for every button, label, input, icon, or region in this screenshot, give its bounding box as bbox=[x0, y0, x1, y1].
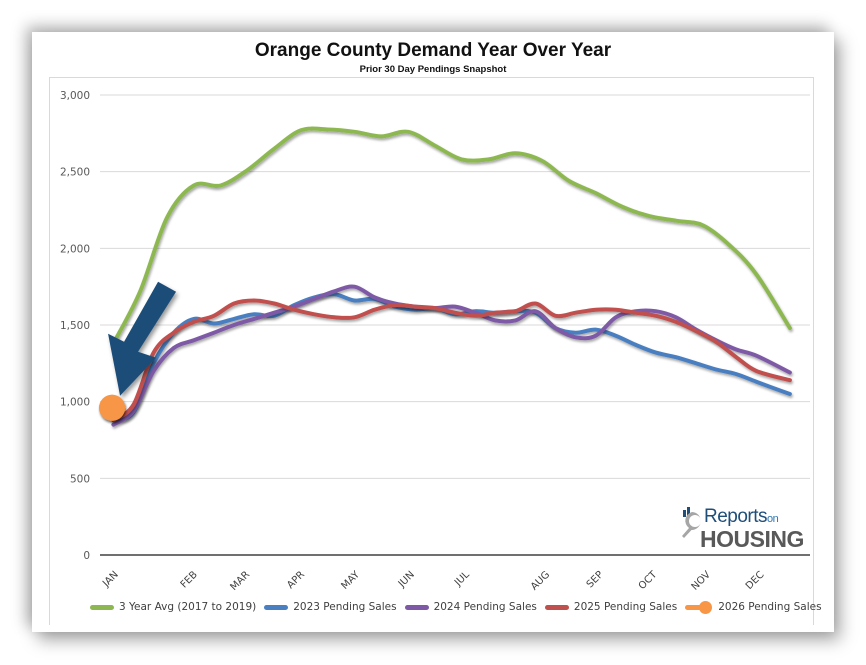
y-tick-label: 1,500 bbox=[60, 320, 90, 332]
y-tick-label: 3,000 bbox=[60, 90, 90, 102]
legend-label: 2024 Pending Sales bbox=[433, 601, 537, 613]
legend-swatch-orange bbox=[685, 600, 713, 614]
x-tick-label: FEB bbox=[179, 569, 200, 590]
data-point-2026-highlight bbox=[99, 394, 126, 421]
y-tick-label: 2,500 bbox=[60, 167, 90, 179]
legend-label: 2023 Pending Sales bbox=[293, 601, 397, 613]
x-tick-label: JUL bbox=[452, 569, 472, 589]
legend-item-3yr-avg[interactable]: 3 Year Avg (2017 to 2019) bbox=[90, 601, 256, 613]
series-line-2024-pending-sales bbox=[111, 284, 792, 427]
y-tick-label: 1,000 bbox=[60, 397, 90, 409]
legend-label: 3 Year Avg (2017 to 2019) bbox=[119, 601, 257, 613]
magnifier-chart-icon bbox=[682, 507, 701, 538]
x-tick-label: MAR bbox=[228, 569, 252, 593]
x-tick-label: SEP bbox=[585, 569, 606, 590]
legend-item-2025[interactable]: 2025 Pending Sales bbox=[544, 601, 678, 613]
y-tick-label: 0 bbox=[83, 550, 90, 562]
x-tick-label: DEC bbox=[744, 569, 767, 592]
chart-legend: 3 Year Avg (2017 to 2019) 2023 Pending S… bbox=[90, 598, 830, 616]
legend-label: 2025 Pending Sales bbox=[573, 601, 678, 613]
chart-title: Orange County Demand Year Over Year bbox=[254, 40, 612, 61]
series-line-2025-pending-sales bbox=[111, 298, 792, 423]
legend-swatch-purple bbox=[404, 604, 429, 610]
plot-frame bbox=[49, 77, 814, 625]
reports-on-housing-logo: Reportson HOUSING bbox=[678, 506, 813, 556]
x-tick-label: JUN bbox=[396, 569, 417, 590]
legend-item-2024[interactable]: 2024 Pending Sales bbox=[404, 601, 537, 613]
logo-housing-text: HOUSING bbox=[700, 526, 804, 552]
legend-label: 2026 Pending Sales bbox=[718, 601, 822, 613]
legend-item-2023[interactable]: 2023 Pending Sales bbox=[264, 601, 397, 613]
annotation-arrow-icon bbox=[108, 281, 177, 396]
legend-marker-dot bbox=[699, 600, 713, 614]
legend-swatch-blue bbox=[264, 604, 289, 610]
y-tick-label: 2,000 bbox=[60, 243, 90, 255]
x-tick-label: AUG bbox=[529, 569, 552, 592]
x-tick-label: JAN bbox=[100, 569, 121, 590]
logo-reports-text: Reportson bbox=[704, 506, 779, 527]
legend-swatch-red bbox=[544, 604, 569, 610]
x-tick-label: MAY bbox=[339, 569, 362, 592]
chart-subtitle: Prior 30 Day Pendings Snapshot bbox=[359, 64, 507, 75]
x-tick-label: OCT bbox=[637, 569, 660, 592]
x-tick-label: NOV bbox=[690, 569, 713, 592]
x-tick-label: APR bbox=[285, 569, 307, 591]
series-line-3-year-avg-2017-to-2019 bbox=[111, 126, 792, 346]
y-tick-label: 500 bbox=[70, 473, 90, 485]
legend-item-2026[interactable]: 2026 Pending Sales bbox=[685, 600, 822, 614]
legend-swatch-green bbox=[90, 604, 114, 610]
